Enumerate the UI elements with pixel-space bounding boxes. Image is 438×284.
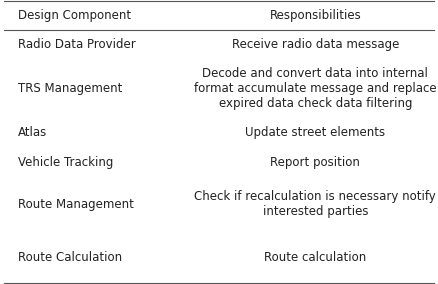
Text: Decode and convert data into internal
format accumulate message and replace
expi: Decode and convert data into internal fo… (194, 66, 437, 110)
Text: Check if recalculation is necessary notify
interested parties: Check if recalculation is necessary noti… (194, 191, 436, 218)
Text: Route calculation: Route calculation (264, 250, 367, 264)
Text: TRS Management: TRS Management (18, 82, 122, 95)
Text: Update street elements: Update street elements (245, 126, 385, 139)
Text: Vehicle Tracking: Vehicle Tracking (18, 156, 113, 169)
Text: Report position: Report position (270, 156, 360, 169)
Text: Responsibilities: Responsibilities (269, 9, 361, 22)
Text: Design Component: Design Component (18, 9, 131, 22)
Text: Receive radio data message: Receive radio data message (232, 37, 399, 51)
Text: Route Management: Route Management (18, 198, 134, 211)
Text: Radio Data Provider: Radio Data Provider (18, 37, 135, 51)
Text: Atlas: Atlas (18, 126, 47, 139)
Text: Route Calculation: Route Calculation (18, 250, 122, 264)
